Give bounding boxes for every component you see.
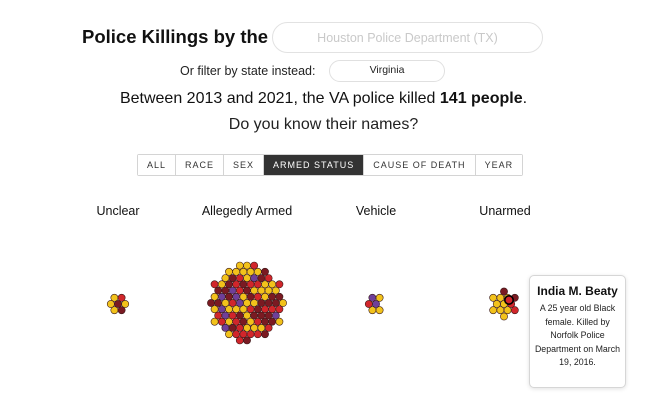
- victim-dot[interactable]: [261, 267, 269, 276]
- victim-dot[interactable]: [228, 274, 237, 282]
- victim-dot[interactable]: [271, 286, 280, 295]
- tab-race[interactable]: RACE: [176, 155, 225, 175]
- summary-question: Do you know their names?: [228, 116, 419, 133]
- group-label-unclear: Unclear: [96, 204, 140, 218]
- victim-dot[interactable]: [489, 306, 498, 315]
- cluster-unarmed: [489, 287, 519, 321]
- victim-dot[interactable]: [243, 274, 251, 282]
- tab-year[interactable]: YEAR: [475, 155, 523, 175]
- victim-dot[interactable]: [279, 299, 287, 307]
- victim-dot[interactable]: [364, 300, 373, 308]
- victim-tooltip: India M. Beaty A 25 year old Black femal…: [529, 275, 626, 388]
- victim-dot[interactable]: [257, 324, 266, 332]
- summary-suffix: .: [522, 90, 528, 107]
- victim-dot[interactable]: [210, 305, 219, 314]
- victim-dot[interactable]: [235, 274, 244, 282]
- tab-cause-of-death[interactable]: CAUSE OF DEATH: [364, 155, 476, 175]
- summary-text: Between 2013 and 2021, the VA police kil…: [0, 90, 647, 108]
- victim-dot[interactable]: [207, 299, 215, 307]
- victim-dot[interactable]: [117, 306, 126, 315]
- victim-dot[interactable]: [271, 311, 280, 320]
- grouping-tabs: ALL RACE SEX ARMED STATUS CAUSE OF DEATH…: [137, 154, 524, 176]
- victim-dot[interactable]: [210, 292, 219, 301]
- victim-dot[interactable]: [221, 324, 230, 332]
- department-search-input[interactable]: [272, 22, 543, 53]
- victim-dot[interactable]: [243, 324, 251, 332]
- victim-dot[interactable]: [275, 305, 284, 314]
- tooltip-name: India M. Beaty: [537, 284, 618, 298]
- cluster-allegedly-armed: [207, 261, 287, 345]
- victim-dot[interactable]: [500, 287, 508, 296]
- group-label-vehicle: Vehicle: [355, 204, 397, 218]
- victim-dot[interactable]: [264, 324, 273, 332]
- cluster-unclear: [106, 293, 130, 315]
- victim-dot[interactable]: [250, 324, 259, 332]
- victim-dot[interactable]: [250, 274, 259, 282]
- victim-dot[interactable]: [117, 293, 126, 302]
- group-label-unarmed: Unarmed: [479, 204, 531, 218]
- victim-dot[interactable]: [492, 300, 501, 308]
- victim-dot[interactable]: [375, 306, 384, 315]
- victim-dot[interactable]: [500, 312, 508, 321]
- victim-dot[interactable]: [121, 300, 130, 308]
- victim-dot[interactable]: [510, 306, 519, 315]
- victim-dot[interactable]: [210, 280, 219, 289]
- victim-dot[interactable]: [261, 330, 269, 339]
- victim-dot[interactable]: [275, 280, 284, 289]
- victim-dot[interactable]: [210, 317, 219, 326]
- victim-dot[interactable]: [264, 274, 273, 282]
- tab-all[interactable]: ALL: [138, 155, 177, 175]
- victims-dot-plot: [106, 261, 519, 345]
- victim-dot[interactable]: [235, 336, 244, 345]
- victim-dot[interactable]: [214, 311, 223, 320]
- victim-dot[interactable]: [228, 324, 237, 332]
- victim-dot[interactable]: [243, 261, 251, 270]
- victim-dot[interactable]: [275, 292, 284, 301]
- state-filter-label: Or filter by state instead:: [180, 64, 316, 78]
- victim-dot[interactable]: [106, 300, 115, 308]
- victim-dot[interactable]: [235, 261, 244, 270]
- state-filter-row: Or filter by state instead: Virginia: [0, 60, 647, 82]
- victim-dot[interactable]: [375, 293, 384, 302]
- victim-dot[interactable]: [225, 330, 233, 339]
- victim-dot[interactable]: [235, 324, 244, 332]
- victim-dot[interactable]: [243, 336, 251, 345]
- victim-dot[interactable]: [489, 293, 498, 302]
- victim-dot[interactable]: [225, 267, 233, 276]
- group-label-allegedly-armed: Allegedly Armed: [201, 204, 293, 218]
- cluster-vehicle: [364, 293, 384, 315]
- title-row: Police Killings by the: [0, 20, 647, 56]
- tooltip-description: A 25 year old Black female. Killed by No…: [534, 303, 621, 367]
- victim-dot[interactable]: [257, 274, 266, 282]
- state-select[interactable]: Virginia: [329, 60, 445, 82]
- summary-count: 141 people: [439, 90, 523, 107]
- victim-dot[interactable]: [221, 274, 230, 282]
- summary-prefix: Between 2013 and 2021, the VA police kil…: [119, 90, 440, 107]
- tab-sex[interactable]: SEX: [224, 155, 265, 175]
- victim-dot[interactable]: [250, 261, 259, 270]
- victim-dot[interactable]: [214, 286, 223, 295]
- victim-dot[interactable]: [275, 317, 284, 326]
- victim-dot[interactable]: [253, 330, 262, 339]
- page-title: Police Killings by the: [82, 26, 269, 47]
- tab-armed-status[interactable]: ARMED STATUS: [264, 155, 365, 175]
- victim-dot-highlighted[interactable]: [503, 295, 514, 306]
